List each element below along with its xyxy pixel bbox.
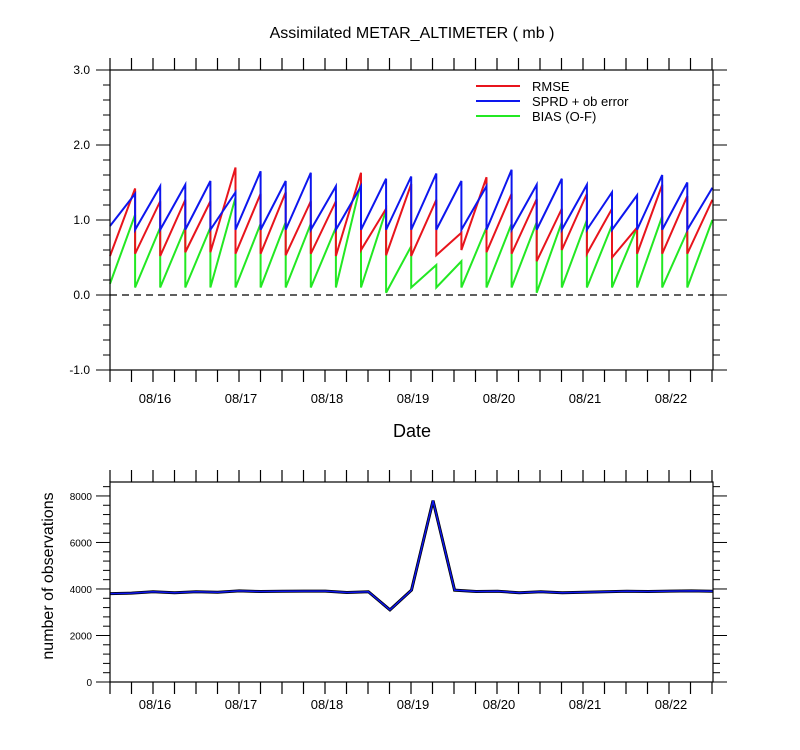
x-tick-label: 08/21 <box>569 697 602 712</box>
x-tick-label: 08/16 <box>139 697 172 712</box>
top-plot-frame <box>109 69 714 371</box>
top-chart: Assimilated METAR_ALTIMETER ( mb ) -1.0 0… <box>69 25 727 441</box>
x-tick-label: 08/20 <box>483 697 516 712</box>
y-tick-label: 4000 <box>70 585 93 596</box>
top-x-tick-labels: 08/16 08/17 08/18 08/19 08/20 08/21 08/22 <box>139 391 688 406</box>
bottom-y-tick-labels: 0 2000 4000 6000 8000 <box>70 492 93 689</box>
x-tick-label: 08/18 <box>311 391 344 406</box>
x-tick-label: 08/19 <box>397 697 430 712</box>
x-tick-label: 08/18 <box>311 697 344 712</box>
legend-label: RMSE <box>532 79 570 94</box>
bottom-axes-ticks <box>96 470 727 694</box>
x-tick-label: 08/17 <box>225 697 258 712</box>
legend-label: BIAS (O-F) <box>532 109 596 124</box>
series-line-sprd-ob-error <box>109 169 714 234</box>
observations-line-shadow <box>109 500 714 612</box>
observations-line <box>109 500 714 611</box>
y-axis-label: number of observations <box>40 492 57 659</box>
bottom-series-lines <box>109 500 714 612</box>
y-tick-label: 6000 <box>70 538 93 549</box>
top-axes-ticks <box>96 58 727 382</box>
y-tick-label: 1.0 <box>73 213 90 227</box>
legend-label: SPRD + ob error <box>532 94 629 109</box>
y-tick-label: 0 <box>86 678 92 689</box>
x-tick-label: 08/17 <box>225 391 258 406</box>
y-tick-label: 8000 <box>70 492 93 503</box>
y-tick-label: -1.0 <box>69 363 90 377</box>
top-y-tick-labels: -1.0 0.0 1.0 2.0 3.0 <box>69 63 90 377</box>
bottom-x-tick-labels: 08/16 08/17 08/18 08/19 08/20 08/21 08/22 <box>139 697 688 712</box>
y-tick-label: 2.0 <box>73 138 90 152</box>
top-series-lines <box>109 167 714 294</box>
x-tick-label: 08/20 <box>483 391 516 406</box>
y-tick-label: 3.0 <box>73 63 90 77</box>
bottom-plot-frame <box>109 481 714 683</box>
x-tick-label: 08/16 <box>139 391 172 406</box>
y-tick-label: 2000 <box>70 631 93 642</box>
x-tick-label: 08/21 <box>569 391 602 406</box>
y-tick-label: 0.0 <box>73 288 90 302</box>
x-axis-label: Date <box>393 421 431 441</box>
chart-title: Assimilated METAR_ALTIMETER ( mb ) <box>270 25 555 42</box>
x-tick-label: 08/22 <box>655 697 688 712</box>
x-tick-label: 08/19 <box>397 391 430 406</box>
x-tick-label: 08/22 <box>655 391 688 406</box>
